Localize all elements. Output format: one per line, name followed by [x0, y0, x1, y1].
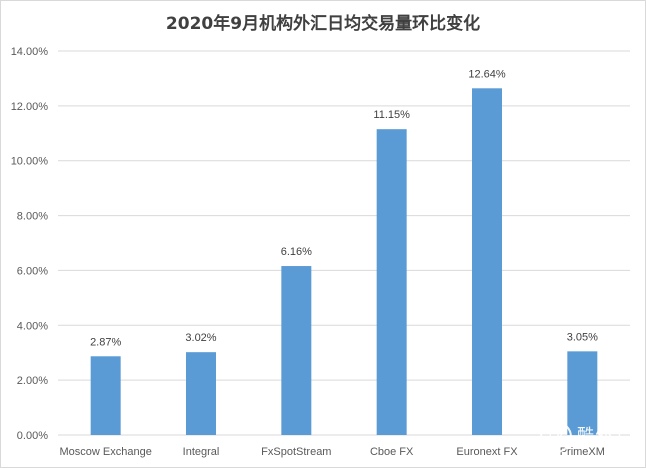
data-label: 2.87%: [90, 336, 121, 348]
data-labels: 2.87% 3.02% 6.16% 11.15% 12.64% 3.05%: [90, 68, 598, 348]
x-tick-label: Euronext FX: [456, 446, 518, 458]
y-tick-label: 14.00%: [11, 46, 49, 58]
data-label: 6.16%: [281, 246, 312, 258]
x-tick-label: PrimeXM: [560, 446, 605, 458]
y-tick-label: 0.00%: [17, 430, 48, 442]
x-tick-label: FxSpotStream: [261, 446, 331, 458]
gridlines: [58, 50, 630, 436]
data-label: 12.64%: [468, 68, 506, 80]
y-tick-label: 8.00%: [17, 211, 48, 223]
x-tick-label: Cboe FX: [370, 446, 414, 458]
svg-text:FX: FX: [548, 431, 563, 445]
y-tick-label: 6.00%: [17, 265, 48, 277]
watermark-name: 酷外汇: [577, 426, 631, 446]
bar: [472, 88, 502, 435]
data-label: 11.15%: [373, 109, 410, 121]
data-label: 3.02%: [185, 332, 216, 344]
y-axis-ticks: 0.00% 2.00% 4.00% 6.00% 8.00% 10.00% 12.00% 14.…: [11, 46, 49, 442]
y-tick-label: 12.00%: [11, 101, 49, 113]
y-tick-label: 4.00%: [17, 320, 48, 332]
data-label: 3.05%: [567, 331, 598, 343]
x-tick-label: Integral: [183, 446, 220, 458]
bar: [90, 356, 121, 435]
watermark: FX 酷外汇 FX COOL: [537, 418, 637, 458]
chart-title: 2020年9月机构外汇日均交易量环比变化: [165, 14, 481, 34]
bar: [567, 351, 598, 435]
bar: [376, 129, 407, 435]
bar: [186, 352, 216, 435]
bars: [90, 88, 598, 435]
watermark-sub: FX COOL: [581, 441, 624, 450]
y-tick-label: 10.00%: [11, 156, 49, 168]
y-tick-label: 2.00%: [17, 375, 48, 387]
fx-logo-icon: FX: [540, 421, 572, 453]
x-axis-ticks: Moscow Exchange Integral FxSpotStream Cboe …: [60, 446, 605, 458]
bar: [281, 266, 312, 435]
x-tick-label: Moscow Exchange: [60, 446, 152, 458]
